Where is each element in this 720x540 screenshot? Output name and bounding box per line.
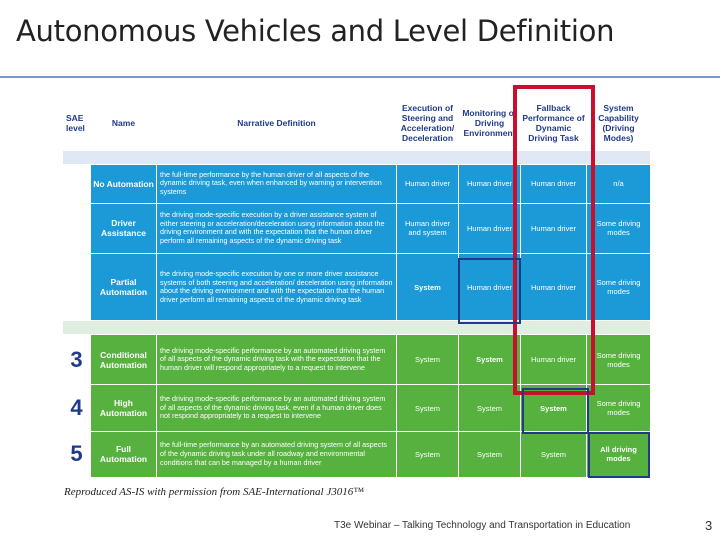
- capability-cell: Some driving modes: [586, 333, 651, 386]
- narrative-definition: the full-time performance by an automate…: [156, 430, 397, 479]
- header-monitoring: Monitoring of Driving Environment: [458, 94, 521, 151]
- execution-cell: System: [396, 384, 459, 432]
- level-name: Partial Automation: [90, 253, 157, 322]
- capability-cell: Some driving modes: [586, 253, 651, 322]
- execution-cell: Human driver and system: [396, 202, 459, 255]
- table-row: 1 Driver Assistance the driving mode-speci…: [62, 202, 651, 255]
- title-divider: [0, 76, 720, 78]
- capability-cell: Some driving modes: [586, 384, 651, 432]
- narrative-definition: the driving mode-specific performance by…: [156, 384, 397, 432]
- narrative-definition: the driving mode-specific execution by o…: [156, 253, 397, 322]
- fallback-cell: Human driver: [520, 253, 587, 322]
- level-number: 4: [62, 384, 91, 432]
- capability-cell: Some driving modes: [586, 202, 651, 255]
- level-number: 0: [62, 163, 91, 204]
- capability-cell: All driving modes: [586, 430, 651, 479]
- fallback-cell: Human driver: [520, 202, 587, 255]
- footer-text: T3e Webinar – Talking Technology and Tra…: [334, 520, 631, 531]
- header-execution: Execution of Steering and Acceleration/ …: [396, 94, 459, 151]
- narrative-definition: the full-time performance by the human d…: [156, 163, 397, 204]
- highlight-box-level4: [522, 388, 589, 434]
- monitoring-cell: System: [458, 333, 521, 386]
- table-row: 0 No Automation the full-time performance …: [62, 163, 651, 204]
- highlight-box-level5: [588, 432, 650, 478]
- header-narrative: Narrative Definition: [156, 94, 397, 151]
- execution-cell: System: [396, 253, 459, 322]
- level-number: 1: [62, 202, 91, 255]
- level-name: No Automation: [90, 163, 157, 204]
- table-row: 3 Conditional Automation the driving mode-…: [62, 333, 651, 386]
- fallback-cell: Human driver: [520, 333, 587, 386]
- table-row: 2 Partial Automation the driving mode-spec…: [62, 253, 651, 322]
- header-level: SAE level: [62, 94, 91, 151]
- execution-cell: System: [396, 333, 459, 386]
- level-name: Driver Assistance: [90, 202, 157, 255]
- page-number: 3: [705, 518, 713, 533]
- header-name: Name: [90, 94, 157, 151]
- fallback-cell: System: [520, 430, 587, 479]
- monitoring-cell: Human driver: [458, 253, 521, 322]
- sae-levels-table: SAE level Name Narrative Definition Exec…: [62, 94, 651, 479]
- narrative-definition: the driving mode-specific performance by…: [156, 333, 397, 386]
- header-capability: System Capability (Driving Modes): [586, 94, 651, 151]
- fallback-column-highlight: [513, 85, 595, 395]
- monitoring-cell: Human driver: [458, 163, 521, 204]
- level-number: 2: [62, 253, 91, 322]
- level-name: High Automation: [90, 384, 157, 432]
- credit-note: Reproduced AS-IS with permission from SA…: [64, 486, 365, 498]
- narrative-definition: the driving mode-specific execution by a…: [156, 202, 397, 255]
- execution-cell: System: [396, 430, 459, 479]
- header-fallback: Fallback Performance of Dynamic Driving …: [520, 94, 587, 151]
- capability-cell: n/a: [586, 163, 651, 204]
- slide-title: Autonomous Vehicles and Level Definition: [16, 14, 615, 48]
- monitoring-cell: System: [458, 384, 521, 432]
- level-number: 3: [62, 333, 91, 386]
- monitoring-cell: Human driver: [458, 202, 521, 255]
- monitoring-cell: System: [458, 430, 521, 479]
- table-row: 5 Full Automation the full-time performanc…: [62, 430, 651, 479]
- level-name: Conditional Automation: [90, 333, 157, 386]
- level-number: 5: [62, 430, 91, 479]
- level-name: Full Automation: [90, 430, 157, 479]
- execution-cell: Human driver: [396, 163, 459, 204]
- highlight-box-level2: [458, 258, 521, 324]
- fallback-cell: Human driver: [520, 163, 587, 204]
